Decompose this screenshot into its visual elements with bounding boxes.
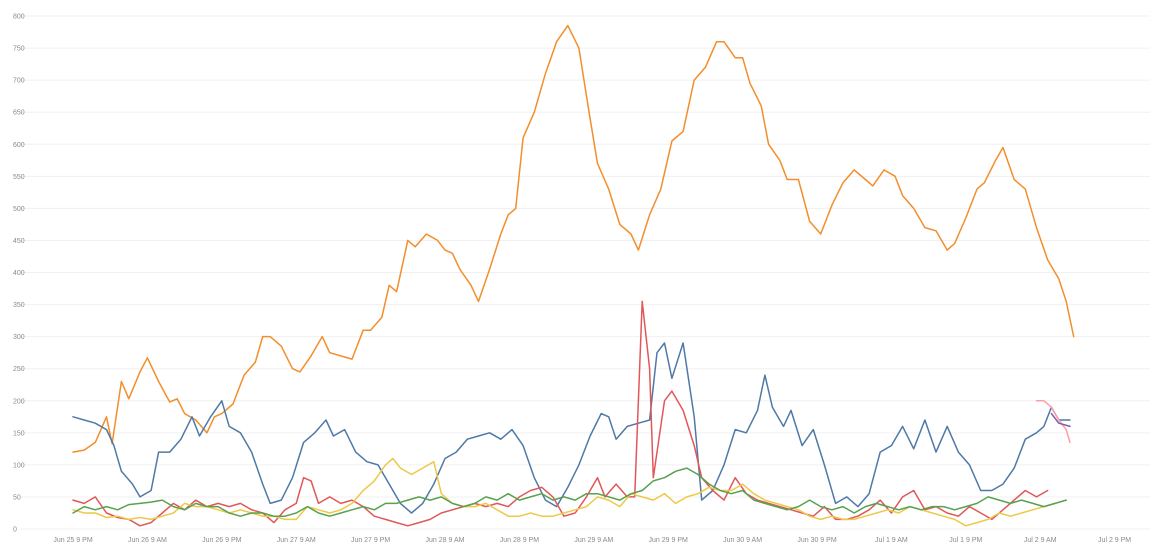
y-tick-label: 250 bbox=[13, 366, 25, 373]
x-tick-label: Jun 25 9 PM bbox=[53, 537, 92, 544]
series-line-6 bbox=[1035, 400, 1071, 444]
y-axis: 0 50 100 150 200 250 300 350 400 450 500 550 600 650 7… bbox=[13, 14, 25, 534]
y-tick-label: 400 bbox=[13, 270, 25, 277]
y-tick-label: 450 bbox=[13, 238, 25, 245]
series-line-2 bbox=[72, 342, 1071, 514]
y-tick-label: 200 bbox=[13, 398, 25, 405]
series-line-1 bbox=[72, 24, 1075, 453]
y-tick-label: 600 bbox=[13, 142, 25, 149]
x-tick-label: Jul 1 9 AM bbox=[875, 537, 908, 544]
x-tick-label: Jun 27 9 AM bbox=[277, 537, 316, 544]
x-tick-label: Jun 28 9 PM bbox=[500, 537, 539, 544]
y-tick-label: 300 bbox=[13, 334, 25, 341]
y-tick-label: 650 bbox=[13, 110, 25, 117]
y-tick-label: 700 bbox=[13, 78, 25, 85]
x-tick-label: Jun 26 9 AM bbox=[128, 537, 167, 544]
series-layer bbox=[72, 24, 1075, 527]
y-tick-label: 350 bbox=[13, 302, 25, 309]
y-tick-label: 150 bbox=[13, 430, 25, 437]
series-line-4 bbox=[72, 457, 1056, 527]
x-tick-label: Jun 26 9 PM bbox=[202, 537, 241, 544]
grid-lines bbox=[20, 15, 1150, 530]
x-tick-label: Jun 27 9 PM bbox=[351, 537, 390, 544]
x-tick-label: Jun 30 9 PM bbox=[797, 537, 836, 544]
y-tick-label: 50 bbox=[13, 494, 21, 501]
y-tick-label: 750 bbox=[13, 46, 25, 53]
y-tick-label: 800 bbox=[13, 14, 25, 21]
y-tick-label: 550 bbox=[13, 174, 25, 181]
y-tick-label: 0 bbox=[13, 527, 17, 534]
x-tick-label: Jul 2 9 AM bbox=[1024, 537, 1057, 544]
x-axis: Jun 25 9 PM Jun 26 9 AM Jun 26 9 PM Jun 27 … bbox=[53, 537, 1131, 544]
y-tick-label: 500 bbox=[13, 206, 25, 213]
x-tick-label: Jun 30 9 AM bbox=[723, 537, 762, 544]
series-line-3 bbox=[72, 300, 1049, 527]
x-tick-label: Jun 29 9 PM bbox=[649, 537, 688, 544]
x-tick-label: Jul 2 9 PM bbox=[1098, 537, 1131, 544]
x-tick-label: Jun 28 9 AM bbox=[426, 537, 465, 544]
series-line-7 bbox=[1050, 412, 1071, 428]
x-tick-label: Jul 1 9 PM bbox=[949, 537, 982, 544]
y-tick-label: 100 bbox=[13, 462, 25, 469]
x-tick-label: Jun 29 9 AM bbox=[574, 537, 613, 544]
series-line-5 bbox=[72, 467, 1067, 517]
